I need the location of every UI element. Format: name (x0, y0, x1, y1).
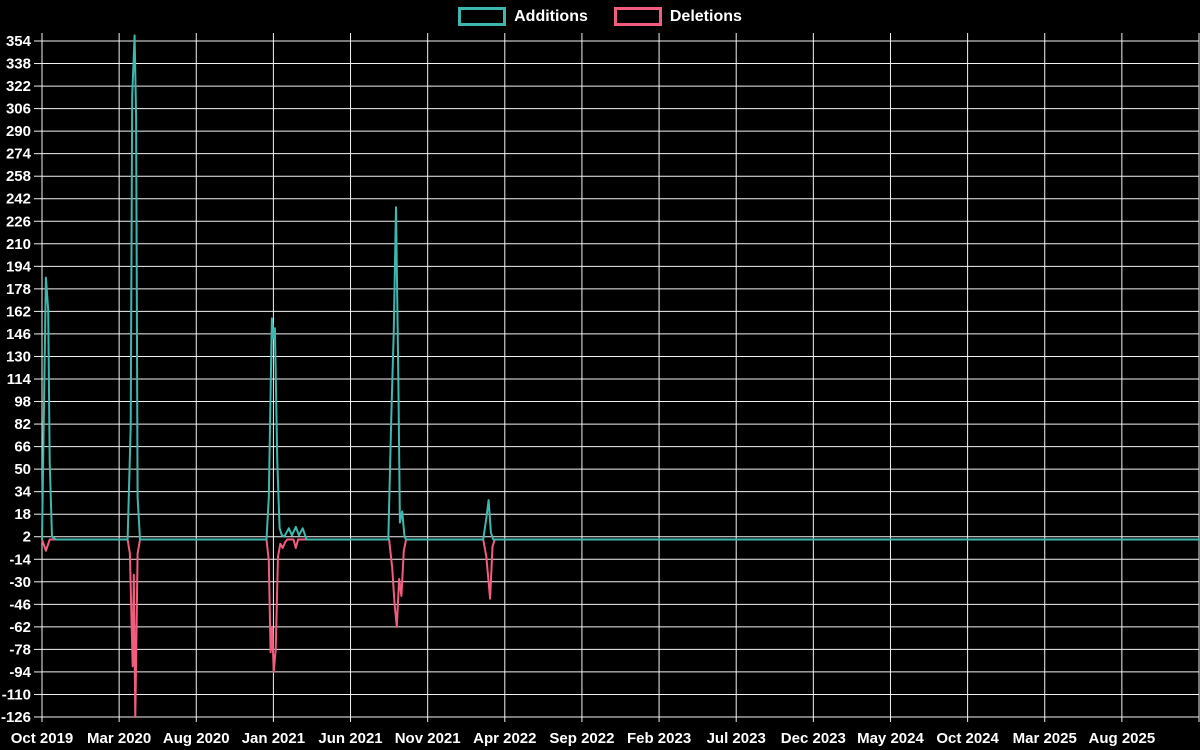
y-tick-label: 66 (14, 439, 31, 456)
y-tick-label: 194 (6, 258, 32, 275)
y-tick-label: 210 (6, 236, 31, 253)
y-tick-label: 50 (14, 461, 31, 478)
y-tick-label: -94 (9, 664, 31, 681)
legend-label-additions: Additions (514, 7, 588, 25)
y-tick-label: -110 (2, 686, 31, 703)
y-tick-label: 130 (6, 348, 31, 365)
x-tick-label: Jun 2021 (318, 730, 382, 747)
x-tick-label: Dec 2023 (781, 730, 846, 747)
y-tick-label: 82 (14, 416, 31, 433)
y-tick-label: 162 (6, 303, 31, 320)
y-tick-label: -46 (9, 596, 31, 613)
y-tick-label: 274 (6, 146, 32, 163)
x-tick-label: Nov 2021 (395, 730, 461, 747)
y-tick-label: 290 (6, 123, 31, 140)
legend-label-deletions: Deletions (669, 7, 742, 25)
x-tick-label: Jan 2021 (242, 730, 305, 747)
deletions-swatch-icon (613, 7, 662, 26)
y-tick-label: 146 (6, 326, 31, 343)
y-tick-label: 354 (6, 33, 32, 50)
y-tick-label: 226 (6, 213, 31, 230)
x-tick-label: Sep 2022 (549, 730, 614, 747)
x-tick-label: Feb 2023 (627, 730, 691, 747)
y-tick-label: 306 (6, 101, 31, 118)
y-tick-label: 34 (14, 484, 31, 501)
series-line-additions (41, 34, 1200, 541)
y-tick-label: 18 (14, 506, 31, 523)
y-tick-label: 258 (6, 168, 31, 185)
y-tick-label: 98 (14, 394, 31, 411)
x-tick-label: Mar 2025 (1013, 730, 1077, 747)
y-tick-label: -126 (1, 709, 31, 726)
y-tick-label: 242 (6, 191, 31, 208)
x-tick-label: May 2024 (857, 730, 924, 747)
x-tick-label: Oct 2024 (936, 730, 999, 747)
chart-legend: Additions Deletions (0, 7, 1200, 26)
y-tick-label: 114 (7, 371, 32, 388)
legend-item-additions[interactable]: Additions (458, 7, 588, 26)
y-tick-label: 322 (6, 78, 31, 95)
y-tick-label: -78 (9, 641, 31, 658)
y-tick-label: -14 (9, 551, 31, 568)
additions-swatch-icon (458, 7, 507, 26)
x-tick-label: Jul 2023 (707, 730, 766, 747)
y-tick-label: -30 (9, 574, 31, 591)
y-tick-label: -62 (9, 619, 31, 636)
x-tick-label: Apr 2022 (473, 730, 536, 747)
y-tick-label: 338 (6, 56, 31, 73)
x-tick-label: Oct 2019 (11, 730, 74, 747)
x-tick-label: Mar 2020 (87, 730, 151, 747)
legend-item-deletions[interactable]: Deletions (613, 7, 742, 26)
y-tick-label: 178 (6, 281, 31, 298)
y-tick-label: 2 (23, 529, 31, 546)
x-tick-label: Aug 2025 (1089, 730, 1156, 747)
x-tick-label: Aug 2020 (163, 730, 230, 747)
series-line-deletions (41, 538, 1200, 718)
